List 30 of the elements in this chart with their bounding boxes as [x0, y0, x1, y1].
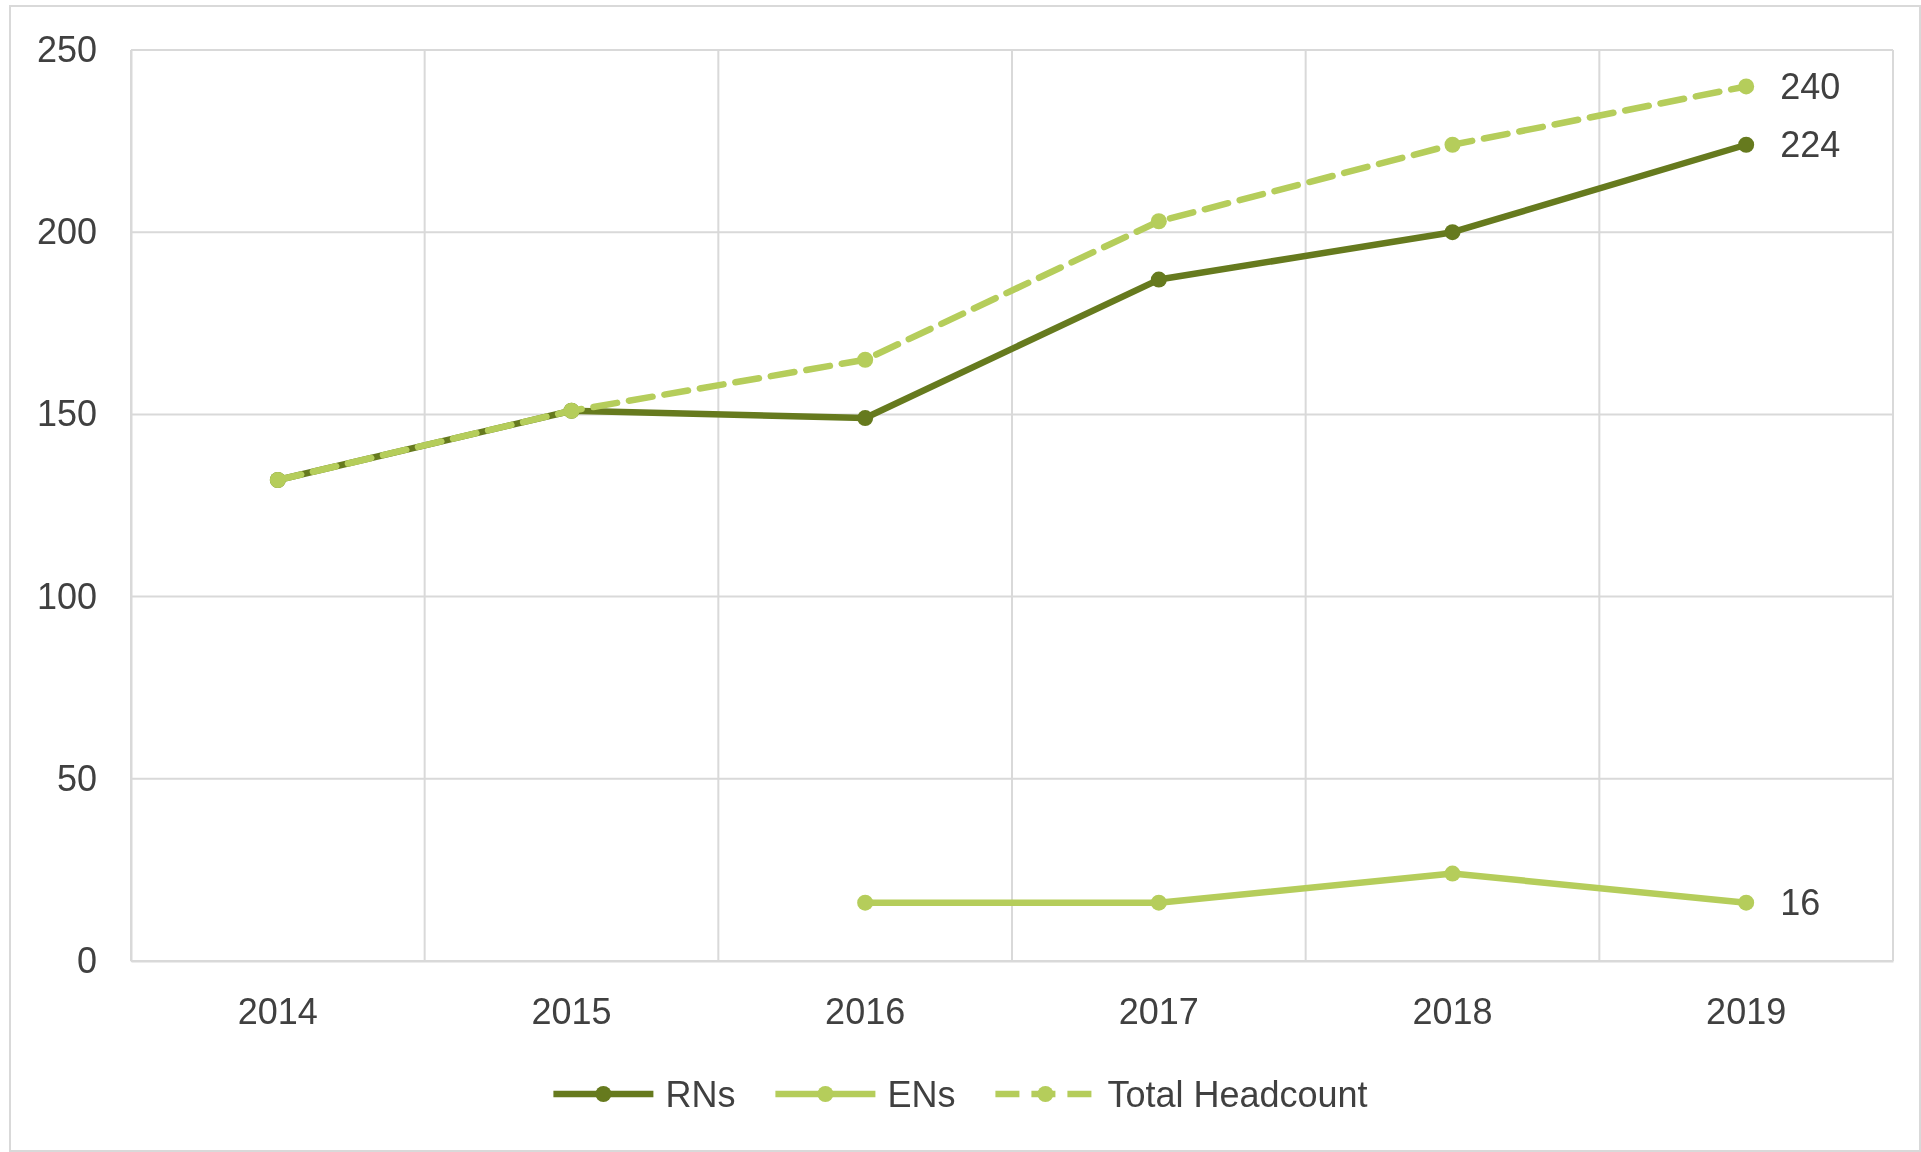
point	[1738, 78, 1755, 95]
point	[1738, 136, 1755, 153]
point	[1444, 136, 1461, 153]
data-label: 240	[1780, 66, 1841, 108]
point	[1444, 224, 1461, 241]
data-label: 224	[1780, 124, 1841, 166]
y-tick-label: 50	[56, 757, 97, 799]
point	[857, 351, 874, 368]
point	[1738, 894, 1755, 911]
y-tick-label: 150	[36, 393, 97, 435]
x-tick-label: 2019	[1706, 990, 1787, 1032]
x-tick-label: 2018	[1412, 990, 1493, 1032]
y-tick-label: 250	[36, 29, 97, 71]
point	[1150, 271, 1167, 288]
x-tick-label: 2014	[237, 990, 318, 1032]
x-tick-label: 2015	[531, 990, 612, 1032]
x-tick-label: 2017	[1118, 990, 1199, 1032]
y-tick-label: 0	[76, 940, 97, 982]
point	[1444, 865, 1461, 882]
y-tick-label: 200	[36, 211, 97, 253]
legend-label: RNs	[665, 1073, 736, 1115]
legend-label: ENs	[887, 1073, 956, 1115]
y-tick-label: 100	[36, 575, 97, 617]
data-label: 16	[1780, 882, 1821, 924]
point	[857, 894, 874, 911]
x-tick-label: 2016	[825, 990, 906, 1032]
point	[1150, 894, 1167, 911]
point	[857, 410, 874, 427]
point	[1150, 213, 1167, 230]
legend-label: Total Headcount	[1107, 1073, 1368, 1115]
